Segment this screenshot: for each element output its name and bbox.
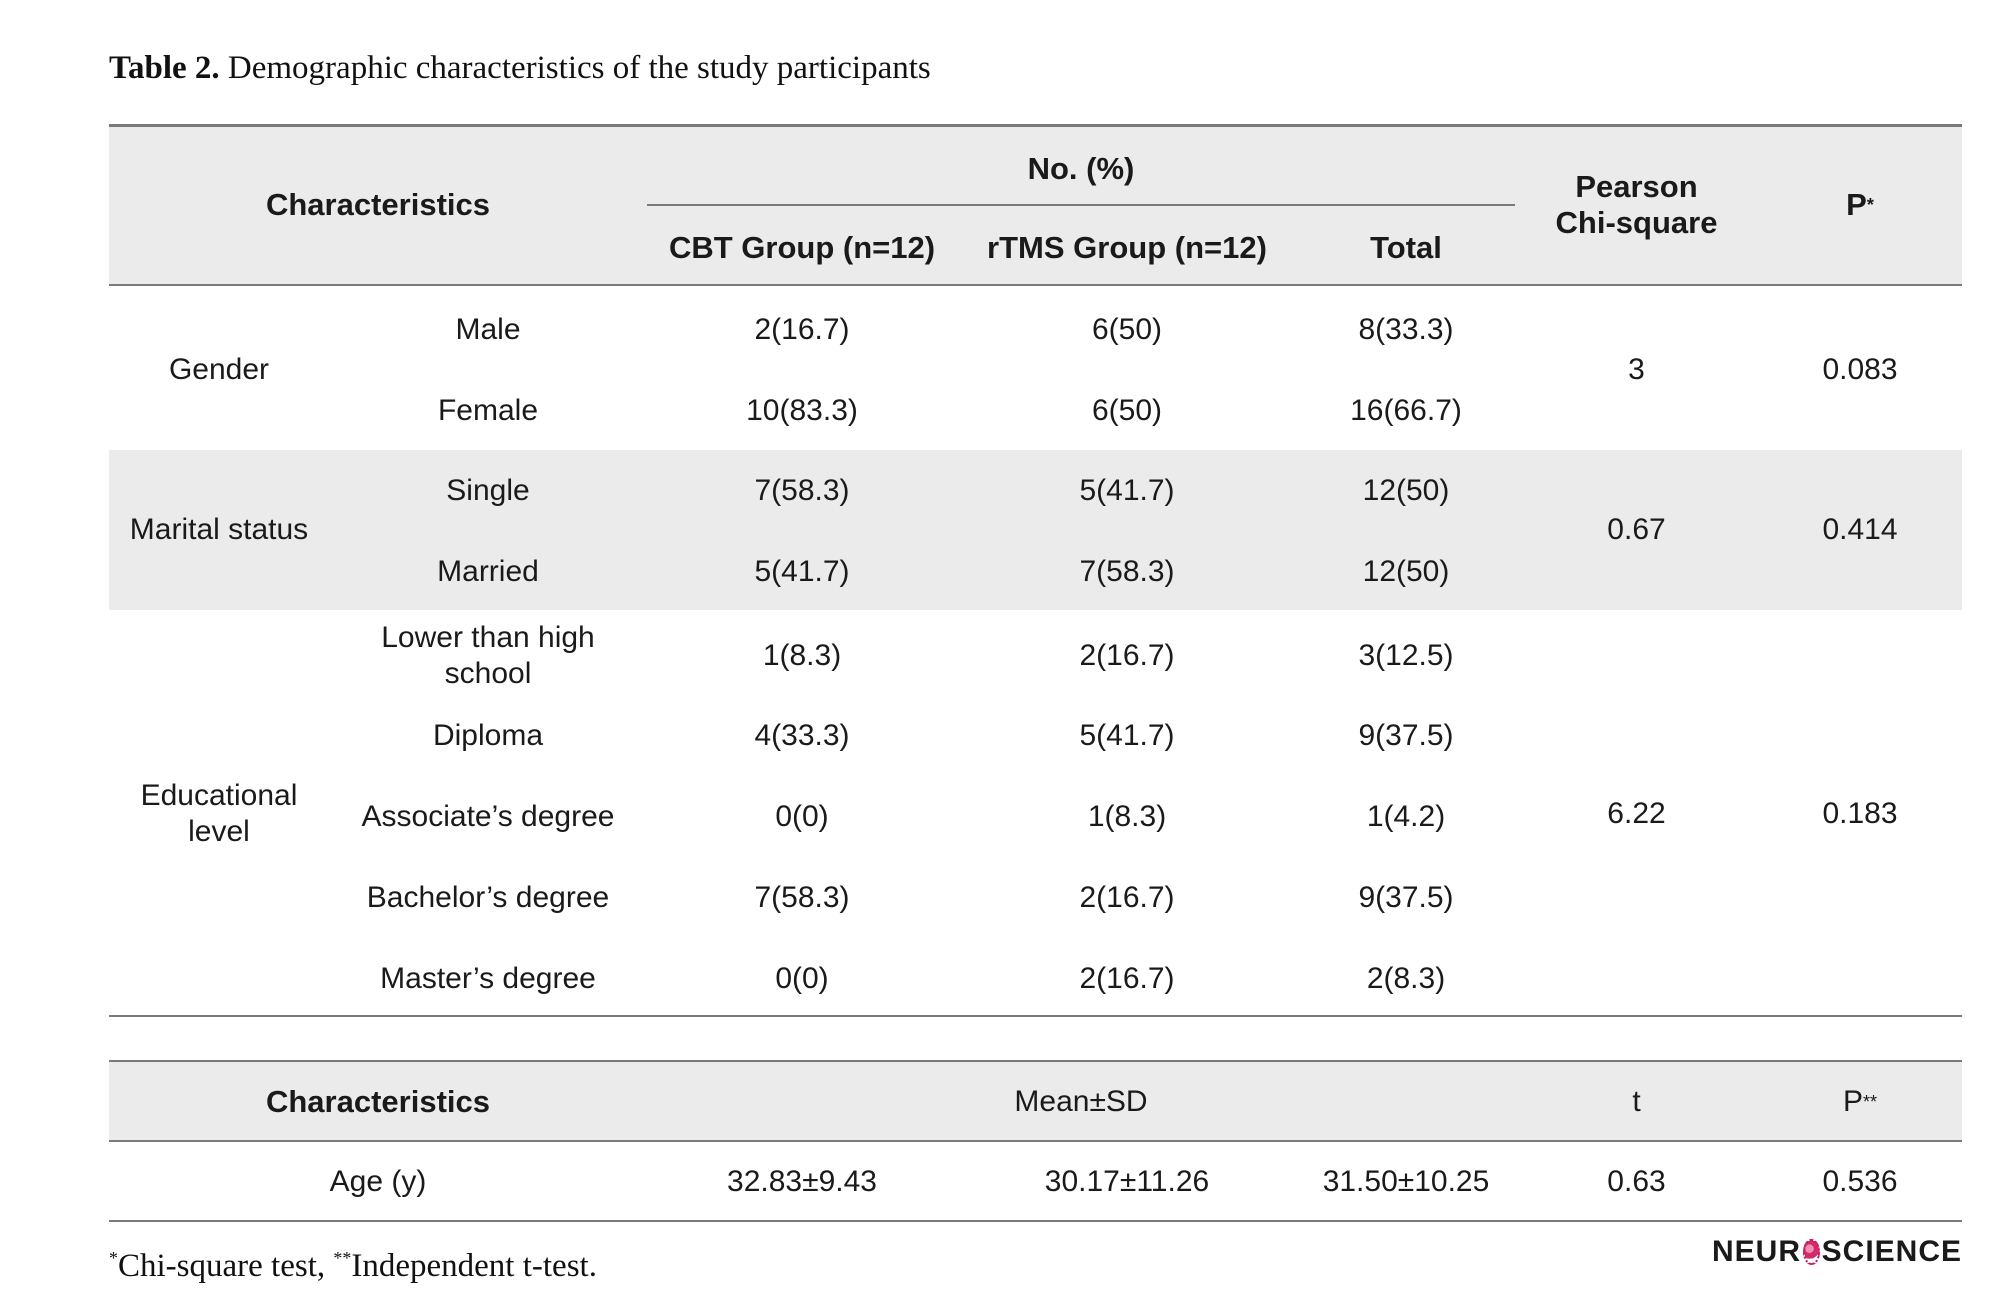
table2-bottom-rule [109,1220,1962,1222]
row-total-value: 8(33.3) [1358,313,1454,346]
header-p-value: P * [1846,187,1874,222]
row-total-value: 12(50) [1362,555,1450,588]
row-cbt-value: 5(41.7) [754,555,850,588]
header-characteristics: Characteristics [265,187,490,222]
marital-p-value: 0.414 [1822,513,1898,546]
gender-p-value: 0.083 [1822,353,1898,386]
education-label-line1: Educational [140,779,298,812]
table2-top-rule [109,1060,1962,1062]
row-rtms-value: 2(16.7) [1079,962,1175,995]
table-caption-text: Demographic characteristics of the study… [227,50,931,86]
row-cbt-value: 4(33.3) [754,719,850,752]
table-caption-label: Table 2. [109,50,220,86]
row-cbt-value: 7(58.3) [754,474,850,507]
row-sub-label: Master’s degree [380,962,596,995]
row-rtms-value: 6(50) [1091,313,1163,346]
age-total-value: 31.50±10.25 [1322,1165,1490,1198]
row-sub-label: Associate’s degree [361,800,615,833]
age-p-value: 0.536 [1822,1165,1898,1198]
marital-status-label: Marital status [129,513,309,546]
header-pearson-line1: Pearson [1575,169,1698,204]
gender-chi-square: 3 [1628,353,1645,386]
row-rtms-value: 2(16.7) [1079,639,1175,672]
row-cbt-value: 10(83.3) [746,394,858,427]
logo-text-part2: SCIENCE [1821,1235,1962,1268]
row-rtms-value: 6(50) [1091,394,1163,427]
row-total-value: 1(4.2) [1366,800,1446,833]
header-p-label: P [1846,187,1867,222]
row-rtms-value: 5(41.7) [1079,719,1175,752]
row-sub-label: Male [455,313,521,346]
row-cbt-value: 2(16.7) [754,313,850,346]
table1-header-bottom-rule [109,284,1962,286]
row-sub-label: Diploma [432,719,544,752]
no-pct-underline [647,204,1515,206]
row-rtms-value: 5(41.7) [1079,474,1175,507]
education-chi-square: 6.22 [1607,797,1666,830]
row-rtms-value: 1(8.3) [1087,800,1167,833]
table2-header-mean-sd: Mean±SD [1014,1085,1148,1118]
row-total-value: 2(8.3) [1366,962,1446,995]
table2-header-characteristics: Characteristics [265,1084,490,1119]
header-rtms-group: rTMS Group (n=12) [987,230,1267,265]
marital-status-band [109,450,1962,610]
table1-top-rule [109,124,1962,127]
footnote-text-2: Independent t-test. [351,1248,597,1284]
table2-header-p: P ** [1842,1085,1878,1118]
footnote-mark-1: * [109,1248,118,1268]
row-sub-label-line1: Lower than high [381,621,595,654]
row-total-value: 3(12.5) [1358,639,1454,672]
journal-logo: NEUR SCIENCE [1712,1232,1962,1272]
marital-chi-square: 0.67 [1607,513,1666,546]
education-label-line2: level [188,815,250,848]
education-label: Educational level [109,610,329,1018]
header-cbt-group: CBT Group (n=12) [668,230,936,265]
row-total-value: 9(37.5) [1358,719,1454,752]
brain-logo-icon [1803,1239,1820,1265]
row-total-value: 16(66.7) [1350,394,1462,427]
age-cbt-value: 32.83±9.43 [727,1165,877,1198]
education-p-value: 0.183 [1822,797,1898,830]
table-caption: Table 2. Demographic characteristics of … [109,50,931,87]
footnote-mark-2: ** [333,1248,352,1268]
table2-header-bottom-rule [109,1140,1962,1142]
table1-bottom-rule [109,1015,1962,1017]
row-total-value: 9(37.5) [1358,881,1454,914]
row-sub-label: Single [446,474,530,507]
table2-header-t: t [1632,1085,1641,1118]
row-sub-label: Bachelor’s degree [366,881,610,914]
row-sub-label-line2: school [444,657,532,690]
table2-header-p-label: P [1842,1085,1863,1118]
logo-text-part1: NEUR [1712,1235,1802,1268]
header-total: Total [1370,230,1442,265]
gender-label: Gender [168,353,270,386]
age-t-value: 0.63 [1607,1165,1666,1198]
row-rtms-value: 2(16.7) [1079,881,1175,914]
row-sub-label: Lower than high school [329,616,647,696]
age-rtms-value: 30.17±11.26 [1044,1165,1210,1198]
row-sub-label: Married [437,555,539,588]
header-pearson-chi-square: Pearson Chi-square [1515,126,1758,284]
row-cbt-value: 0(0) [775,800,829,833]
table2-header-band [109,1062,1962,1142]
table1-header-band [109,126,1962,286]
row-cbt-value: 0(0) [775,962,829,995]
header-pearson-line2: Chi-square [1555,205,1718,240]
row-cbt-value: 1(8.3) [762,639,842,672]
row-cbt-value: 7(58.3) [754,881,850,914]
age-label: Age (y) [329,1165,427,1198]
row-rtms-value: 7(58.3) [1079,555,1175,588]
row-total-value: 12(50) [1362,474,1450,507]
table-footnote: *Chi-square test, **Independent t-test. [109,1248,597,1285]
footnote-text-1: Chi-square test, [118,1248,334,1284]
row-sub-label: Female [437,394,539,427]
header-no-pct: No. (%) [1027,151,1135,186]
